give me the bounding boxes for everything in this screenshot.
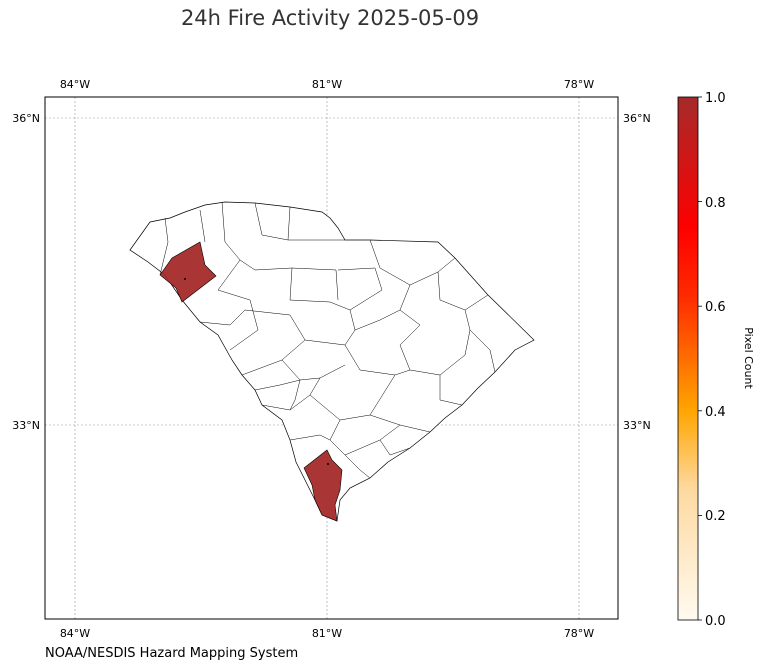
colorbar-tick-4: 0.8 bbox=[705, 196, 726, 211]
map-title: 24h Fire Activity 2025-05-09 bbox=[180, 6, 480, 30]
credit-text: NOAA/NESDIS Hazard Mapping System bbox=[45, 646, 299, 661]
colorbar-tick-3: 0.6 bbox=[705, 300, 726, 315]
colorbar bbox=[677, 96, 699, 621]
lat-tick-left-36: 36°N bbox=[12, 112, 40, 125]
colorbar-tick-1: 0.2 bbox=[705, 509, 726, 524]
lon-tick-top-84: 84°W bbox=[60, 78, 90, 91]
fire-county-lowcountry bbox=[303, 449, 343, 522]
lon-tick-bottom-78: 78°W bbox=[564, 627, 594, 640]
lat-tick-right-36: 36°N bbox=[623, 112, 651, 125]
colorbar-tick-0: 0.0 bbox=[705, 614, 726, 629]
lon-tick-top-78: 78°W bbox=[564, 78, 594, 91]
lon-tick-top-81: 81°W bbox=[312, 78, 342, 91]
lon-tick-bottom-81: 81°W bbox=[312, 627, 342, 640]
colorbar-tick-marks bbox=[698, 96, 702, 621]
colorbar-label: Pixel Count bbox=[742, 327, 755, 389]
colorbar-tick-5: 1.0 bbox=[705, 91, 726, 106]
state-map bbox=[129, 201, 535, 522]
lat-tick-left-33: 33°N bbox=[12, 419, 40, 432]
lon-tick-bottom-84: 84°W bbox=[60, 627, 90, 640]
county-lines bbox=[159, 201, 496, 479]
map-frame bbox=[44, 96, 619, 620]
colorbar-tick-2: 0.4 bbox=[705, 405, 726, 420]
lat-tick-right-33: 33°N bbox=[623, 419, 651, 432]
fire-county-upstate bbox=[159, 241, 217, 303]
